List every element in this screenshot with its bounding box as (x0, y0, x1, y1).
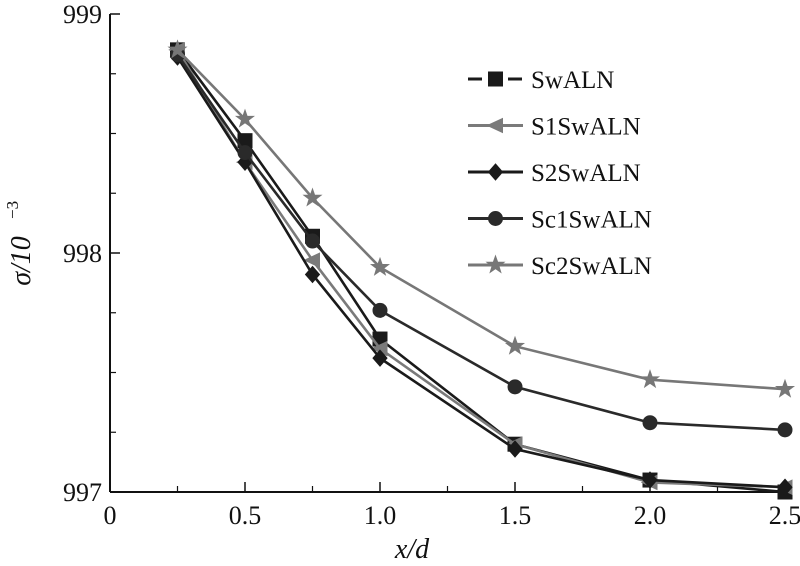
data-point (234, 108, 256, 128)
data-point (302, 187, 323, 207)
legend-marker (488, 211, 503, 226)
legend-label: S2SwALN (531, 160, 641, 187)
legend-marker (485, 254, 506, 274)
legend-marker (488, 71, 503, 87)
data-point (304, 265, 321, 284)
data-point (167, 39, 188, 59)
data-point (303, 252, 320, 268)
x-axis-title: x/d (394, 534, 430, 565)
x-tick-label: 0.5 (229, 501, 262, 530)
data-point (504, 335, 526, 355)
x-tick-label: 2.0 (634, 501, 667, 530)
legend-marker (486, 117, 503, 134)
data-point (507, 440, 523, 458)
series-SwALN (170, 42, 793, 500)
legend-label: SwALN (531, 67, 614, 94)
y-axis-title: σ/10 −3 (3, 201, 37, 286)
y-tick-label: 999 (63, 0, 102, 29)
legend: SwALN S1SwALN S2SwALN Sc1SwALN Sc2SwALN (468, 67, 652, 280)
data-point (642, 415, 658, 431)
legend-item: Sc1SwALN (468, 207, 652, 234)
y-axis-title-main: σ/10 (6, 236, 37, 286)
series-Sc1SwALN (170, 47, 793, 438)
legend-item: S1SwALN (468, 114, 641, 141)
x-tick-label: 2.5 (769, 501, 800, 530)
data-point (507, 379, 523, 395)
data-point (372, 302, 388, 318)
y-tick-label: 998 (63, 239, 102, 268)
legend-item: Sc2SwALN (468, 253, 652, 280)
ticks: 0 0.5 1.0 1.5 2.0 2.5 997 998 999 (63, 0, 800, 530)
data-point (369, 256, 391, 276)
series-line (176, 56, 786, 489)
series-line (176, 49, 786, 489)
x-tick-label: 1.0 (364, 501, 397, 530)
legend-marker (487, 163, 504, 181)
data-point (774, 378, 796, 398)
legend-item: S2SwALN (468, 160, 641, 187)
data-point (642, 471, 658, 489)
data-point (777, 422, 793, 438)
y-tick-label: 997 (63, 478, 102, 507)
legend-item: SwALN (468, 67, 614, 94)
data-point (639, 369, 661, 389)
series-S2SwALN (169, 48, 793, 496)
legend-label: Sc2SwALN (531, 253, 652, 280)
series-line (176, 53, 786, 432)
data-point (777, 478, 793, 496)
y-axis-title-exponent: −3 (3, 201, 22, 219)
svg-text:σ/10: σ/10 (6, 236, 37, 286)
series-group (167, 39, 796, 500)
series-Sc2SwALN (167, 39, 796, 398)
data-point (305, 233, 320, 249)
legend-label: Sc1SwALN (531, 207, 652, 234)
x-tick-label: 1.5 (499, 501, 532, 530)
data-point (372, 349, 388, 367)
x-tick-label: 0 (104, 501, 117, 530)
legend-label: S1SwALN (531, 114, 641, 141)
data-point (237, 145, 253, 161)
